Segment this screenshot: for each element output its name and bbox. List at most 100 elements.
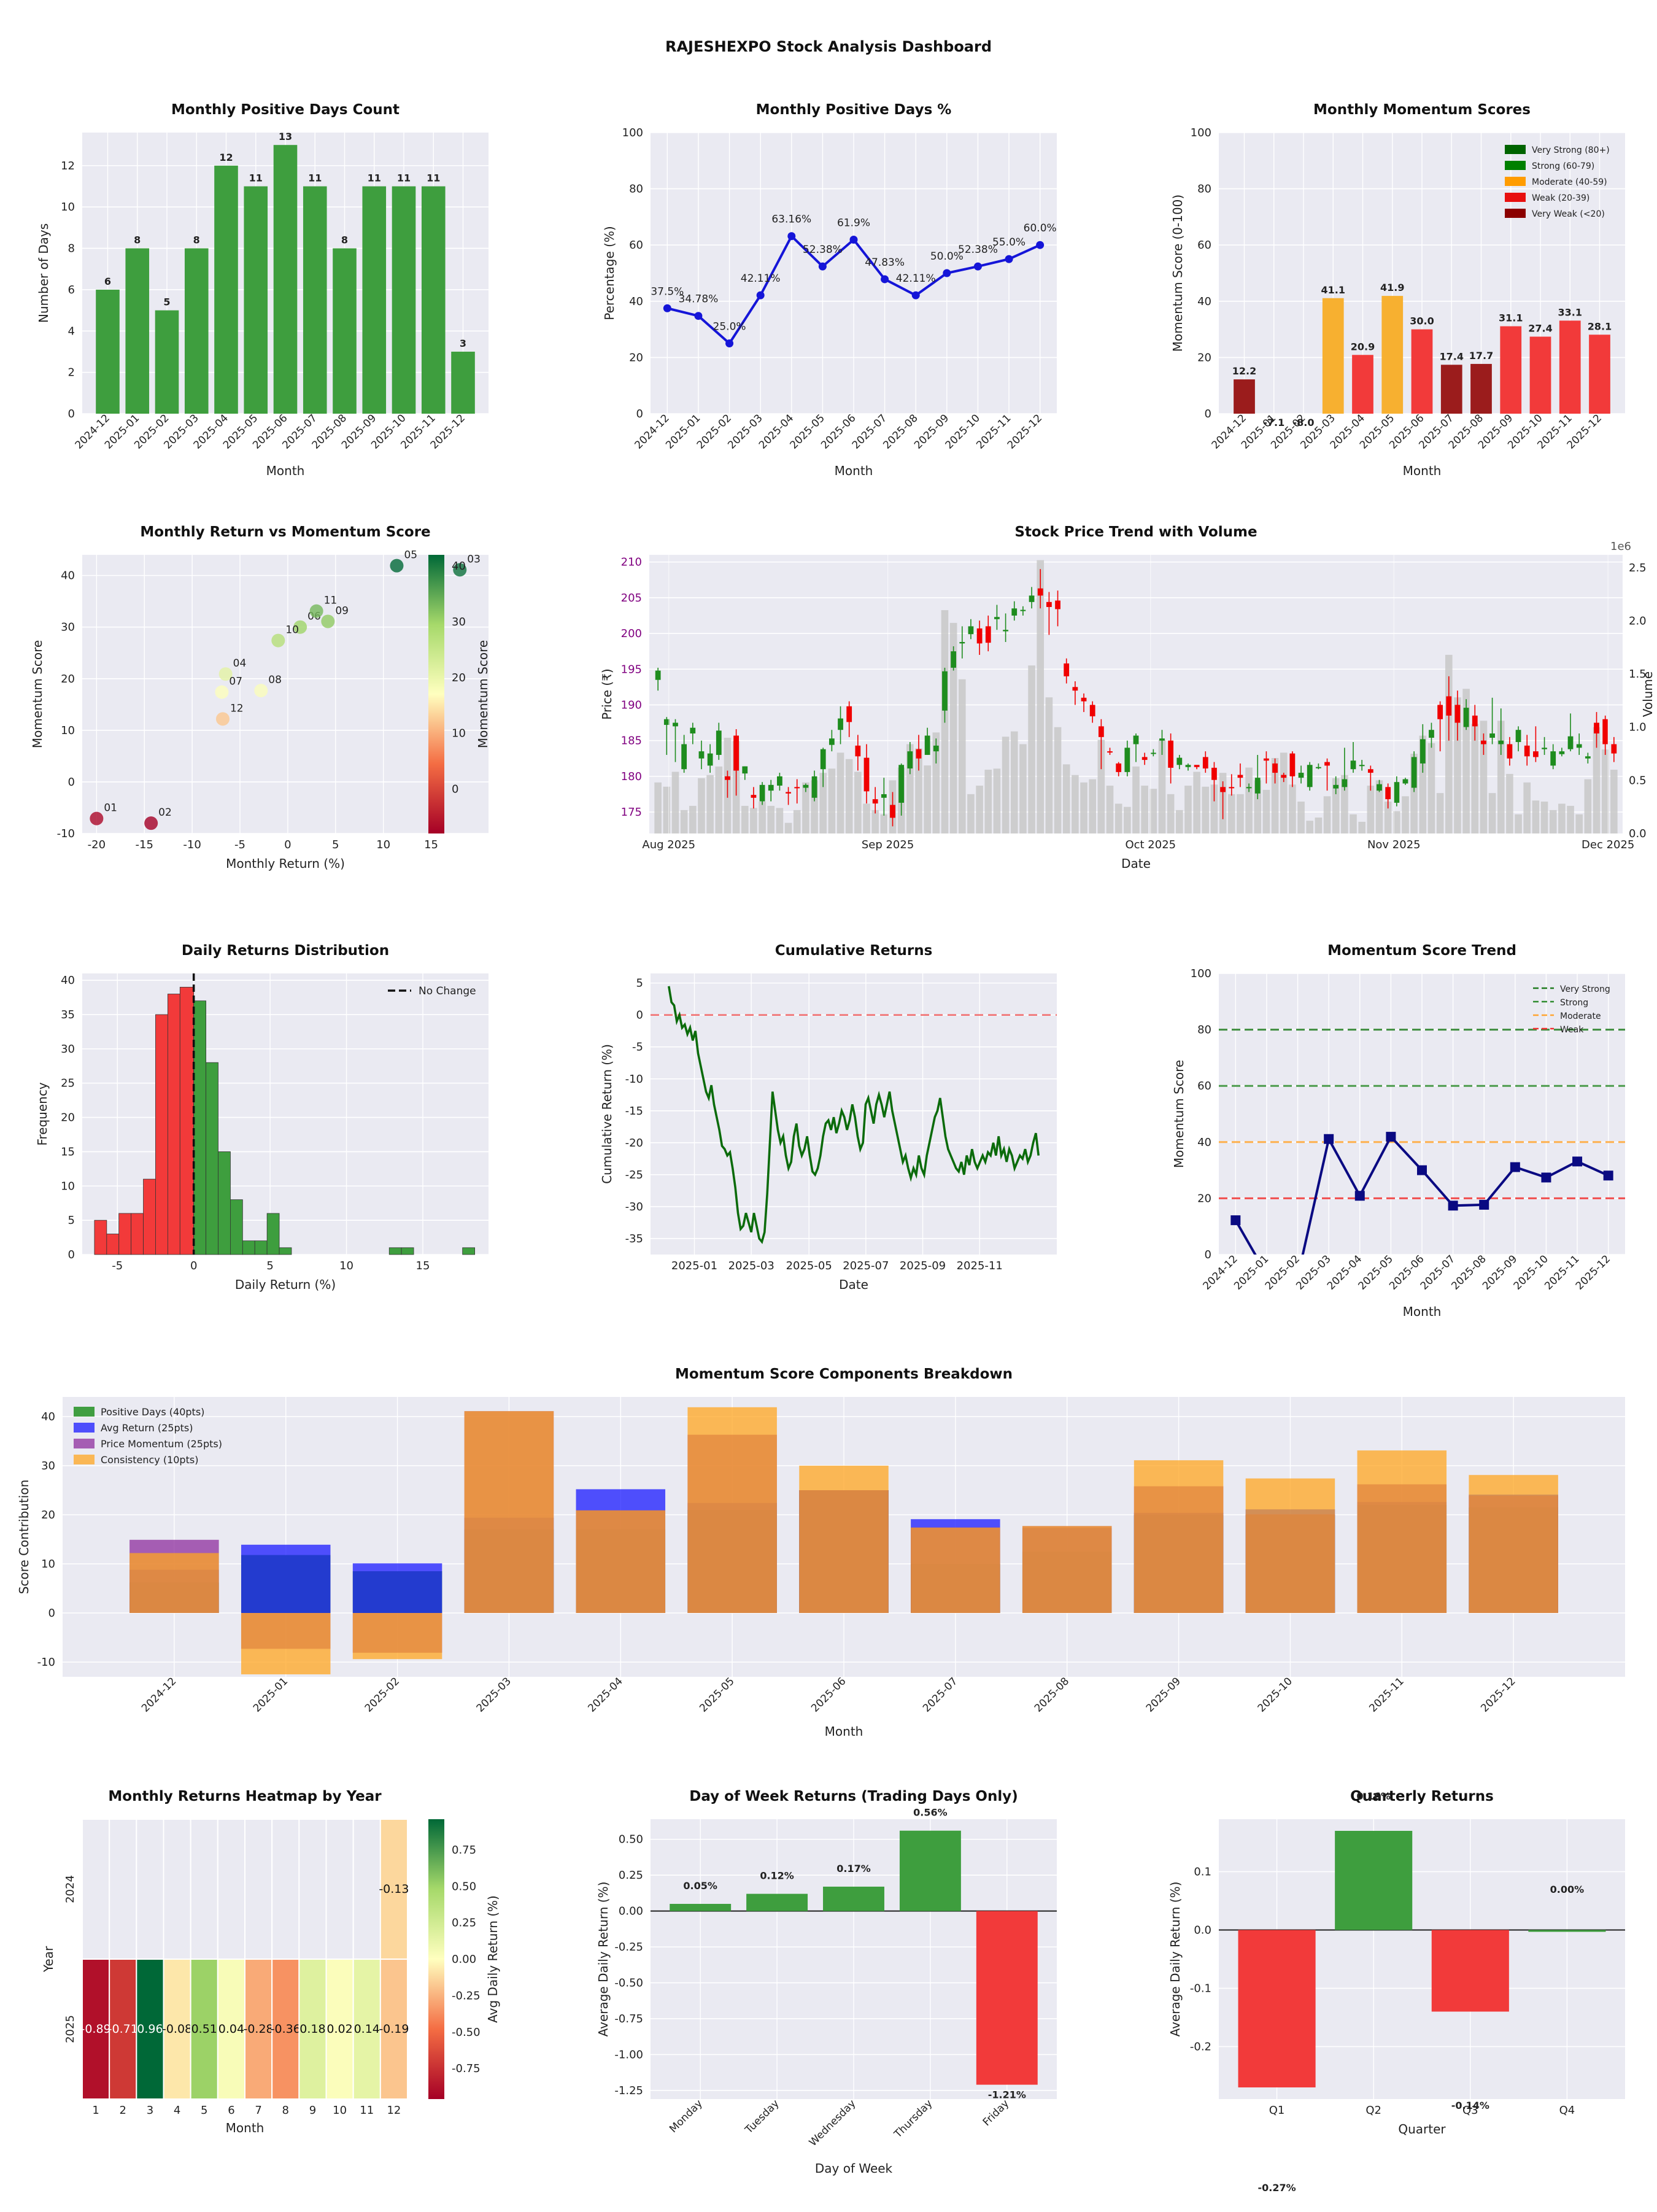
price-volume-candle-body — [1454, 705, 1461, 723]
price-volume-volume-bar — [1114, 803, 1122, 833]
returns-heatmap-cell-label: -0.19 — [379, 2022, 409, 2036]
components-xtick: 2025-06 — [809, 1675, 848, 1714]
price-volume-volume-bar — [1158, 740, 1166, 833]
return-vs-momentum-point — [218, 667, 233, 681]
price-volume-volume-bar — [1341, 775, 1348, 833]
positive-days-count-ytick: 6 — [68, 284, 75, 296]
momentum-trend-ytick: 40 — [1197, 1136, 1211, 1149]
returns-heatmap-xlabel: Month — [226, 2121, 265, 2135]
return-vs-momentum-point — [293, 620, 307, 634]
returns-heatmap-cell — [190, 1959, 218, 2100]
momentum-scores-legend-swatch — [1505, 193, 1526, 202]
price-volume-volume-bar — [802, 782, 809, 833]
return-vs-momentum-point-label: 04 — [233, 657, 247, 670]
weekday-returns-bar — [899, 1830, 961, 1911]
returns-heatmap-colorbar-tick: -0.50 — [452, 2026, 481, 2039]
price-volume-candle-body — [1133, 735, 1139, 744]
quarterly-returns-xtick: Q1 — [1269, 2104, 1285, 2117]
return-vs-momentum-colorbar — [428, 555, 444, 833]
returns-distribution-bin — [118, 1213, 132, 1255]
returns-distribution-bin — [230, 1199, 243, 1255]
momentum-scores-legend-swatch — [1505, 177, 1526, 186]
price-volume-candle-body — [994, 617, 1000, 619]
price-volume-candle-body — [1315, 767, 1321, 768]
momentum-trend-ytick: 20 — [1197, 1192, 1211, 1205]
components-xlabel: Month — [825, 1724, 863, 1739]
price-volume-candle-body — [1402, 779, 1408, 784]
price-volume-candle-body — [1419, 739, 1426, 764]
price-volume-volume-bar — [706, 775, 714, 833]
price-volume-candle-body — [1098, 726, 1104, 737]
returns-distribution-bin — [106, 1234, 120, 1255]
price-volume-candle-body — [742, 766, 748, 774]
price-volume-candle-body — [725, 776, 730, 780]
return-vs-momentum-point-label: 03 — [467, 553, 481, 565]
price-volume-volume-bar — [680, 810, 688, 833]
price-volume-candle-body — [1202, 757, 1208, 769]
components-bar — [1134, 1460, 1224, 1613]
price-volume-candle-body — [1046, 601, 1052, 607]
momentum-trend-ytick: 80 — [1197, 1024, 1211, 1037]
returns-heatmap-cell-label: 0.51 — [191, 2022, 217, 2036]
return-vs-momentum-ytick: 0 — [68, 776, 75, 789]
momentum-scores-bar — [1234, 379, 1255, 414]
weekday-returns-xtick: Wednesday — [807, 2097, 859, 2149]
positive-days-pct-point-label: 61.9% — [837, 217, 870, 229]
returns-heatmap-xtick: 11 — [360, 2104, 374, 2117]
momentum-scores-bar — [1559, 320, 1581, 414]
price-volume-volume-bar — [1375, 780, 1383, 833]
positive-days-pct-ytick: 40 — [629, 295, 643, 308]
momentum-scores-legend-label: Very Weak (<20) — [1532, 209, 1605, 219]
returns-heatmap-cell — [217, 1819, 246, 1960]
price-volume-volume-bar — [1080, 782, 1087, 833]
return-vs-momentum-point-label: 02 — [158, 806, 172, 819]
cumulative-returns-ytick: -10 — [625, 1073, 643, 1086]
returns-heatmap-cell — [109, 1959, 137, 2100]
price-volume-volume-bar — [663, 786, 671, 833]
momentum-scores-ytick: 40 — [1197, 295, 1211, 308]
positive-days-count-ytick: 8 — [68, 242, 75, 255]
price-volume-volume-bar — [1280, 752, 1288, 833]
price-volume-candle-body — [777, 776, 782, 786]
returns-heatmap-xtick: 1 — [92, 2104, 99, 2117]
price-volume-volume-bar — [1540, 802, 1548, 833]
price-volume-volume-bar — [976, 786, 983, 833]
price-volume-volume-bar — [1193, 771, 1200, 833]
price-volume-candle-body — [794, 787, 800, 789]
positive-days-count-bar-label: 13 — [279, 131, 292, 142]
positive-days-pct-point — [849, 235, 858, 244]
momentum-scores-bar-label: 41.9 — [1380, 282, 1404, 293]
components-xtick: 2025-01 — [251, 1675, 290, 1714]
price-volume-volume-bar — [819, 773, 827, 833]
returns-distribution-bin — [167, 994, 180, 1255]
returns-heatmap-cell — [109, 1819, 137, 1960]
positive-days-pct-xtick: 2025-12 — [1005, 412, 1045, 451]
positive-days-count-bar-label: 8 — [193, 234, 200, 246]
price-volume-candle-body — [933, 745, 939, 752]
price-volume-volume-bar — [1358, 821, 1365, 833]
price-volume-candle-body — [1107, 751, 1113, 753]
return-vs-momentum-point — [254, 684, 268, 698]
price-volume-volume-bar — [1584, 779, 1592, 833]
returns-heatmap-cell — [325, 1959, 354, 2100]
returns-heatmap-cell — [325, 1819, 354, 1960]
price-volume-candle-body — [1367, 769, 1373, 773]
momentum-trend-point — [1354, 1191, 1365, 1201]
positive-days-pct-chart: Monthly Positive Days % Month Percentage (… — [602, 102, 1057, 478]
returns-heatmap-cell — [190, 1819, 218, 1960]
returns-heatmap-colorbar-tick: -0.25 — [452, 1989, 481, 2002]
price-volume-xlabel: Date — [1121, 856, 1151, 871]
positive-days-pct-point — [973, 262, 982, 271]
price-volume-volume-bar — [1315, 818, 1323, 833]
price-volume-volume-bar — [1124, 806, 1131, 833]
weekday-returns-ytick: 0.00 — [619, 1905, 643, 1918]
weekday-returns-ytick: 0.25 — [619, 1869, 643, 1882]
price-volume-volume-bar — [1237, 794, 1244, 833]
price-volume-volume-bar — [1367, 786, 1375, 833]
price-volume-candle-body — [1515, 730, 1521, 742]
components-xtick: 2025-02 — [363, 1675, 402, 1714]
components-bar — [1357, 1450, 1447, 1613]
weekday-returns-xtick: Friday — [981, 2097, 1012, 2129]
components-ytick: 10 — [41, 1558, 55, 1571]
price-volume-y2-exponent: 1e6 — [1610, 540, 1631, 553]
